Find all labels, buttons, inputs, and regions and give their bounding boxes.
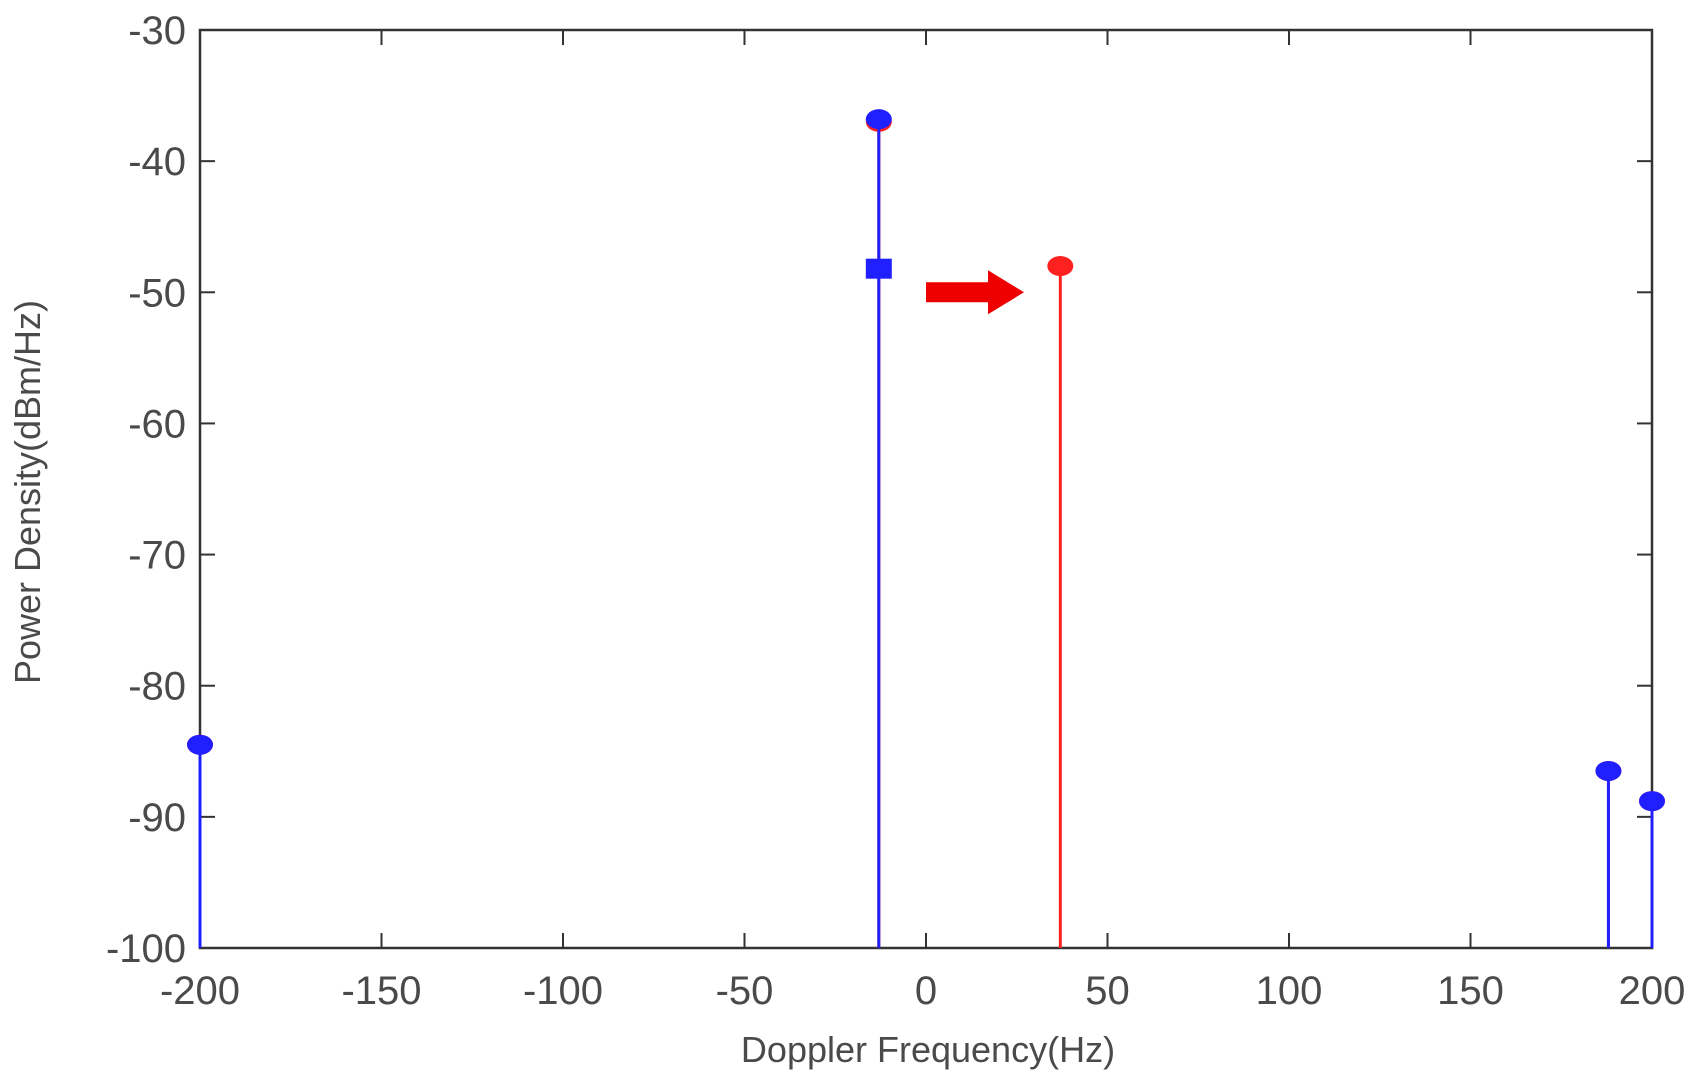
y-axis-label: Power Density(dBm/Hz) <box>7 300 48 684</box>
y-tick-label: -50 <box>128 271 186 315</box>
x-tick-label: -100 <box>523 969 603 1013</box>
axes <box>198 28 1654 950</box>
x-tick-label: -150 <box>341 969 421 1013</box>
x-tick-label: -200 <box>160 969 240 1013</box>
x-tick-label: 100 <box>1256 969 1323 1013</box>
square-marker <box>865 258 892 279</box>
y-tick-label: -30 <box>128 9 186 53</box>
x-tick-label: 50 <box>1085 969 1130 1013</box>
y-tick-label: -70 <box>128 534 186 578</box>
stem-marker <box>187 734 213 755</box>
x-tick-label: 200 <box>1619 969 1686 1013</box>
y-tick-label: -90 <box>128 796 186 840</box>
x-tick-label: -50 <box>716 969 774 1013</box>
stem-marker <box>1047 256 1074 277</box>
y-tick-label: -80 <box>128 665 186 709</box>
x-tick-label: 150 <box>1437 969 1504 1013</box>
stem-marker <box>865 109 892 130</box>
arrow-annotation <box>926 270 1025 315</box>
stem-marker <box>1639 791 1665 812</box>
x-axis-label: Doppler Frequency(Hz) <box>741 1029 1115 1070</box>
tick-labels: -200 -150 -100 -50 0 50 100 150 200 -30 -40 -50 -60 -… <box>106 9 1685 1013</box>
plot-frame <box>198 28 1654 950</box>
x-tick-label: 0 <box>915 969 937 1013</box>
y-tick-label: -60 <box>128 402 186 446</box>
stem-marker <box>1595 760 1622 781</box>
y-tick-label: -40 <box>128 140 186 184</box>
stems <box>187 109 1665 948</box>
y-tick-label: -100 <box>106 927 186 971</box>
